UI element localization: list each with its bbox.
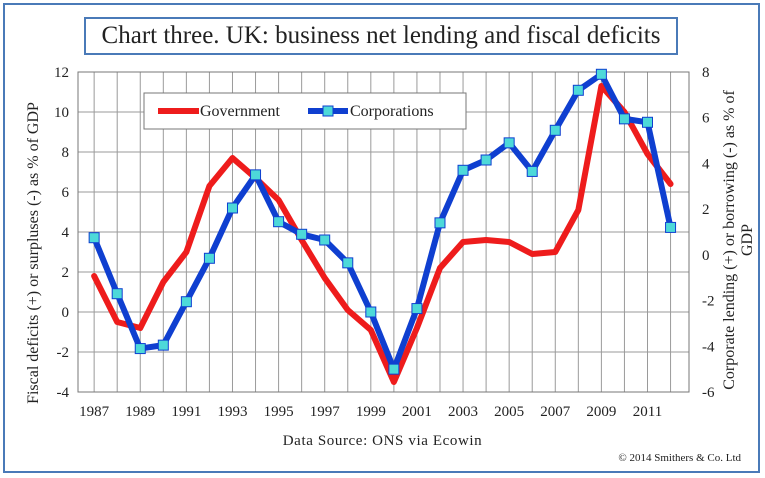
right-tick-label: 4 <box>702 156 710 172</box>
x-tick-label: 2011 <box>633 404 662 420</box>
left-tick-label: 0 <box>62 305 70 321</box>
right-tick-label: 8 <box>702 65 710 81</box>
x-tick-label: 1999 <box>356 404 386 420</box>
x-tick-label: 1989 <box>125 404 155 420</box>
right-tick-label: 6 <box>702 111 710 127</box>
left-axis-ticks: -4 -2 0 2 4 6 8 10 12 <box>54 65 70 401</box>
data-point-corporations <box>526 165 538 177</box>
x-tick-label: 2007 <box>540 404 571 420</box>
right-axis-ticks: -6 -4 -2 0 2 4 6 8 <box>702 65 715 401</box>
legend-government-label: Government <box>200 103 281 120</box>
right-tick-label: 0 <box>702 248 710 264</box>
x-tick-label: 1993 <box>217 404 247 420</box>
data-point-corporations <box>180 296 192 308</box>
data-source-note: Data Source: ONS via Ecowin <box>282 433 483 449</box>
left-axis-title: Fiscal deficits (+) or surpluses (-) as … <box>25 102 42 404</box>
data-point-corporations <box>434 217 446 229</box>
x-tick-label: 1995 <box>264 404 294 420</box>
data-point-corporations <box>595 68 607 80</box>
data-point-corporations <box>226 202 238 214</box>
data-point-corporations <box>203 252 215 264</box>
left-tick-label: 12 <box>54 65 69 81</box>
data-point-corporations <box>134 343 146 355</box>
left-tick-label: 4 <box>62 225 70 241</box>
series-line-government <box>91 83 674 385</box>
legend-corporations-marker <box>322 105 334 117</box>
data-point-corporations <box>88 232 100 244</box>
data-point-corporations <box>572 84 584 96</box>
data-point-corporations <box>273 216 285 228</box>
copyright-note: © 2014 Smithers & Co. Ltd <box>618 452 741 464</box>
left-tick-label: -2 <box>57 345 70 361</box>
x-tick-label: 1987 <box>79 404 110 420</box>
x-tick-label: 2009 <box>586 404 616 420</box>
data-point-corporations <box>618 113 630 125</box>
left-tick-label: 2 <box>62 265 70 281</box>
data-point-corporations <box>457 164 469 176</box>
chart-frame <box>3 3 760 473</box>
data-point-corporations <box>296 228 308 240</box>
data-point-corporations <box>319 234 331 246</box>
x-tick-label: 1991 <box>171 404 201 420</box>
x-tick-label: 1997 <box>310 404 341 420</box>
data-point-corporations <box>111 288 123 300</box>
left-tick-label: -4 <box>57 385 70 401</box>
x-axis-ticks: 1987 1989 1991 1993 1995 1997 1999 2001 2003 2005… <box>79 404 662 420</box>
right-tick-label: -2 <box>702 294 715 310</box>
x-tick-label: 2001 <box>402 404 432 420</box>
left-tick-label: 10 <box>54 105 69 121</box>
data-point-corporations <box>250 169 262 181</box>
plot-area <box>77 71 690 393</box>
data-point-corporations <box>342 257 354 269</box>
right-axis-title-line1: Corporate lending (+) or borrowing (-) a… <box>721 90 738 390</box>
right-axis-title-line2: GDP <box>739 224 756 256</box>
right-tick-label: -6 <box>702 385 715 401</box>
right-tick-label: -4 <box>702 339 715 355</box>
data-point-corporations <box>411 303 423 315</box>
x-tick-label: 2005 <box>494 404 524 420</box>
data-point-corporations <box>365 306 377 318</box>
data-point-corporations <box>665 221 677 233</box>
series-layer <box>88 68 677 385</box>
legend-corporations-label: Corporations <box>350 103 434 120</box>
data-point-corporations <box>503 137 515 149</box>
left-tick-label: 6 <box>62 185 70 201</box>
data-point-corporations <box>480 154 492 166</box>
data-point-corporations <box>157 339 169 351</box>
data-point-corporations <box>549 124 561 136</box>
legend: Government Corporations <box>143 92 467 130</box>
data-point-corporations <box>388 363 400 375</box>
x-tick-label: 2003 <box>448 404 478 420</box>
data-point-corporations <box>641 116 653 128</box>
chart-title: Chart three. UK: business net lending an… <box>84 17 678 55</box>
right-tick-label: 2 <box>702 202 710 218</box>
series-line-corporations <box>91 71 674 373</box>
left-tick-label: 8 <box>62 145 70 161</box>
